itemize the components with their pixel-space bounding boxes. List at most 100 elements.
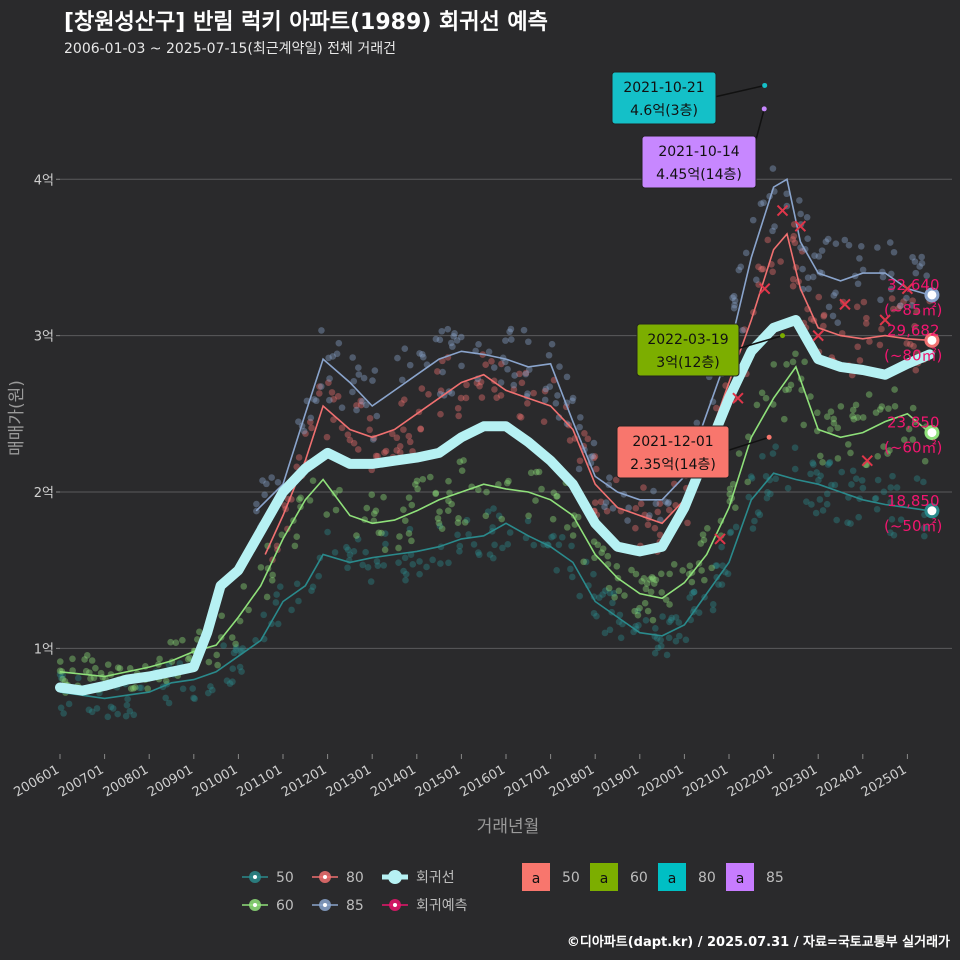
scatter-point: [862, 320, 870, 327]
scatter-point: [850, 415, 858, 423]
scatter-point: [783, 361, 790, 368]
scatter-point: [805, 285, 812, 293]
scatter-point: [712, 562, 720, 569]
scatter-point: [99, 673, 106, 681]
scatter-point: [232, 646, 240, 654]
y-tick-label: 1억: [34, 642, 54, 657]
scatter-point: [749, 525, 757, 532]
scatter-point: [88, 708, 96, 716]
scatter-point: [144, 685, 152, 693]
scatter-point: [505, 477, 512, 485]
scatter-point: [858, 477, 866, 484]
scatter-point: [787, 381, 795, 389]
callout-value: 4.45억(14층): [656, 167, 742, 183]
scatter-point: [826, 459, 833, 467]
scatter-point: [856, 357, 864, 364]
scatter-point: [772, 443, 779, 450]
scatter-point: [569, 397, 576, 405]
scatter-point: [771, 223, 778, 230]
scatter-point: [587, 453, 595, 461]
scatter-point: [552, 399, 560, 407]
scatter-point: [827, 408, 835, 416]
prediction-markers: [714, 204, 914, 545]
scatter-point: [448, 500, 455, 508]
scatter-point: [548, 340, 556, 348]
scatter-point: [700, 536, 708, 544]
scatter-point: [416, 350, 423, 357]
scatter-point: [423, 563, 430, 571]
scatter-point: [634, 611, 642, 619]
scatter-point: [375, 529, 383, 537]
scatter-point: [406, 361, 414, 369]
scatter-point: [378, 529, 385, 537]
scatter-point: [602, 499, 610, 506]
scatter-point: [229, 665, 237, 673]
scatter-point: [460, 457, 467, 464]
scatter-point: [890, 531, 898, 539]
scatter-point: [461, 519, 469, 526]
scatter-point: [381, 449, 388, 456]
prediction-marker: [812, 329, 824, 342]
scatter-point: [634, 607, 642, 615]
scatter-point: [381, 546, 389, 554]
scatter-point: [60, 710, 67, 717]
x-axis-ticks: 2006012007012008012009012010012011012012…: [12, 754, 909, 800]
x-tick-label: 201701: [502, 762, 552, 800]
scatter-point: [651, 524, 659, 532]
legend-key-marker: [388, 870, 402, 884]
scatter-point: [491, 386, 498, 393]
scatter-point: [508, 336, 515, 343]
scatter-point: [769, 268, 776, 276]
scatter-point: [724, 570, 732, 578]
scatter-point: [642, 617, 650, 624]
scatter-point: [209, 686, 216, 694]
scatter-point: [97, 669, 105, 677]
scatter-point: [575, 465, 583, 473]
scatter-point: [522, 369, 530, 377]
scatter-point: [312, 397, 320, 405]
scatter-point: [556, 363, 563, 371]
scatter-point: [769, 227, 776, 235]
scatter-point: [887, 285, 895, 293]
scatter-point: [920, 478, 927, 486]
scatter-point: [346, 436, 354, 444]
scatter-point: [353, 406, 360, 414]
prediction-marker: [901, 283, 914, 295]
scatter-point: [735, 450, 743, 457]
scatter-point: [130, 711, 138, 719]
scatter-point: [801, 358, 808, 366]
scatter-point: [686, 594, 693, 601]
scatter-point: [576, 423, 583, 431]
scatter-point: [693, 419, 701, 427]
scatter-point: [309, 477, 317, 484]
scatter-point: [330, 416, 337, 424]
scatter-point: [370, 510, 378, 518]
scatter-point: [581, 430, 588, 437]
scatter-point: [165, 699, 173, 707]
scatter-point: [362, 548, 369, 556]
scatter-point: [807, 393, 814, 400]
scatter-point: [541, 396, 549, 404]
scatter-point: [739, 326, 746, 334]
scatter-point: [395, 559, 402, 566]
scatter-point: [764, 236, 772, 244]
scatter-point: [625, 504, 632, 512]
scatter-point: [330, 395, 337, 403]
scatter-point: [803, 498, 810, 505]
callout-date: 2021-10-14: [658, 144, 739, 160]
scatter-point: [819, 507, 827, 514]
scatter-point: [751, 517, 758, 525]
scatter-point: [590, 439, 598, 447]
x-tick-label: 201201: [279, 762, 329, 800]
scatter-point: [458, 467, 466, 474]
legend: 50 80 회귀선 60 85 회귀예측 a 50 a 60 a 80 a 85: [242, 863, 784, 914]
scatter-point: [548, 533, 555, 541]
scatter-point: [822, 238, 830, 245]
scatter-point: [401, 517, 409, 524]
scatter-point: [672, 637, 680, 645]
scatter-point: [83, 652, 91, 659]
scatter-point: [576, 457, 584, 465]
end-label-value: 23,850: [887, 414, 940, 432]
scatter-point: [380, 562, 388, 569]
legend-box-key: [658, 863, 686, 891]
